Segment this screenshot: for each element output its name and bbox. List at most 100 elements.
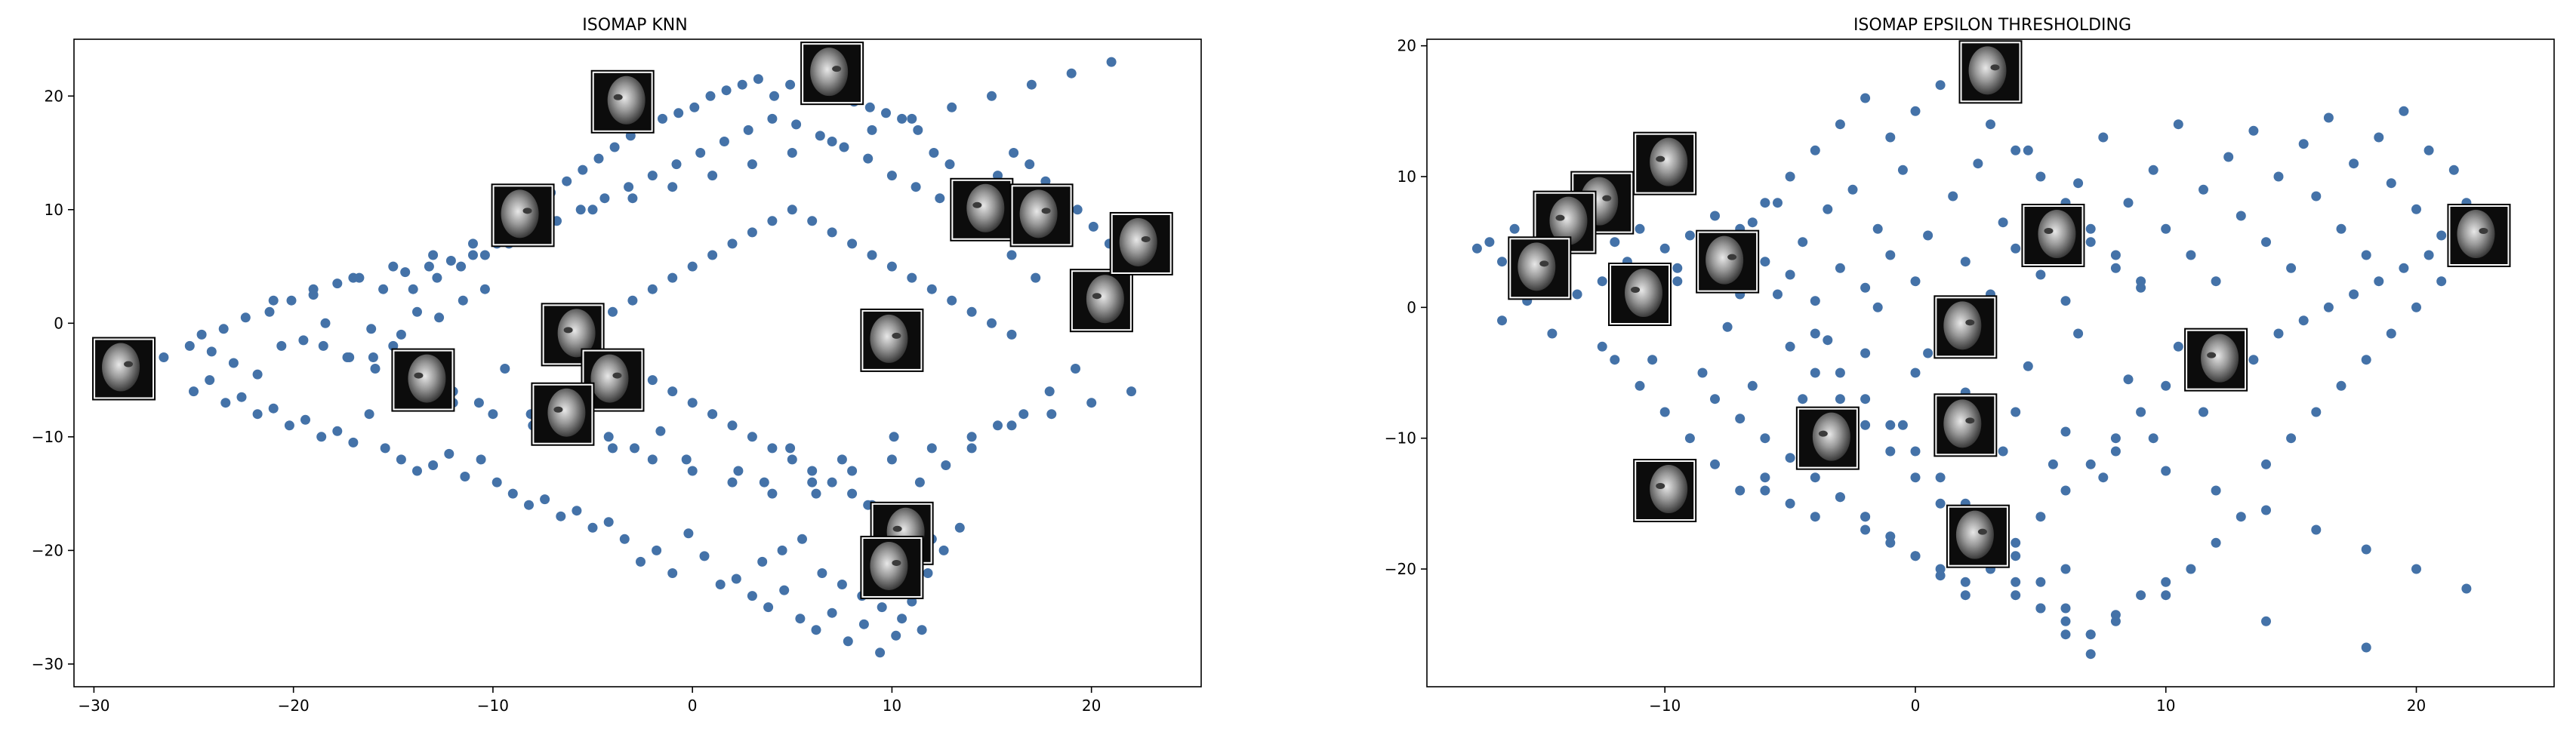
scatter-point	[366, 324, 377, 334]
scatter-point	[2098, 132, 2109, 143]
scatter-point	[2273, 171, 2284, 182]
scatter-point	[2048, 459, 2058, 469]
scatter-point	[1773, 198, 1783, 208]
scatter-point	[400, 267, 411, 278]
scatter-point	[1471, 243, 1482, 254]
scatter-point	[947, 295, 957, 306]
scatter-point	[488, 409, 498, 420]
scatter-point	[1126, 386, 1136, 397]
scatter-point	[320, 318, 331, 328]
scatter-point	[926, 284, 937, 294]
scatter-point	[2211, 537, 2221, 548]
scatter-point	[252, 369, 263, 380]
face-thumbnail-image	[92, 337, 156, 401]
scatter-point	[2448, 165, 2459, 175]
scatter-point	[1006, 250, 1017, 260]
scatter-point	[2161, 466, 2171, 476]
scatter-point	[2173, 119, 2183, 130]
scatter-point	[2085, 223, 2096, 234]
scatter-point	[683, 528, 694, 539]
scatter-point	[1722, 321, 1733, 332]
scatter-point	[236, 392, 247, 402]
scatter-point	[791, 119, 802, 130]
scatter-point	[408, 284, 418, 294]
scatter-point	[2123, 374, 2134, 385]
scatter-point	[911, 182, 921, 192]
scatter-point	[2286, 433, 2297, 444]
scatter-point	[935, 193, 945, 204]
scatter-point	[2011, 577, 2021, 587]
scatter-point	[1760, 198, 1770, 208]
scatter-point	[479, 284, 490, 294]
scatter-point	[863, 153, 874, 164]
scatter-point	[396, 454, 406, 465]
face-thumbnail-image	[1109, 211, 1173, 275]
scatter-point	[891, 630, 901, 641]
scatter-point	[1072, 205, 1083, 215]
scatter-point	[699, 551, 710, 561]
scatter-point	[556, 511, 566, 521]
scatter-point	[1006, 329, 1017, 340]
scatter-point	[1835, 263, 1845, 273]
scatter-point	[1835, 368, 1845, 378]
scatter-point	[1735, 485, 1746, 496]
scatter-point	[458, 295, 468, 306]
face-thumbnail-image	[1934, 393, 1998, 457]
scatter-point	[2248, 125, 2259, 136]
face-thumbnail-image	[581, 348, 645, 412]
face-thumbnail-image	[1608, 263, 1672, 326]
x-tick-label: 20	[2407, 697, 2426, 715]
scatter-point	[1973, 158, 1983, 169]
scatter-point	[344, 352, 355, 362]
scatter-point	[1860, 394, 1871, 404]
scatter-point	[1935, 80, 1946, 91]
scatter-point	[572, 506, 582, 516]
scatter-point	[847, 488, 858, 499]
scatter-point	[368, 352, 378, 362]
scatter-point	[206, 346, 217, 357]
scatter-point	[1810, 328, 1820, 339]
x-tick-label: −30	[78, 697, 109, 715]
scatter-point	[500, 364, 510, 374]
scatter-point	[1031, 272, 1041, 283]
scatter-point	[767, 216, 778, 226]
scatter-point	[759, 477, 769, 488]
scatter-point	[1547, 328, 1558, 339]
face-thumbnail-image	[1009, 183, 1074, 248]
scatter-point	[1697, 368, 1708, 378]
scatter-point	[1735, 414, 1746, 424]
scatter-point	[524, 500, 534, 510]
scatter-point	[1860, 420, 1871, 430]
scatter-point	[1910, 276, 1921, 287]
y-tick-label: 10	[1397, 168, 1416, 186]
scatter-point	[1785, 171, 1795, 182]
scatter-point	[593, 153, 604, 164]
scatter-point	[747, 227, 757, 238]
scatter-point	[468, 250, 478, 260]
scatter-point	[300, 414, 310, 425]
scatter-point	[587, 205, 598, 215]
scatter-point	[687, 466, 698, 476]
face-thumbnail-image	[2021, 204, 2085, 267]
scatter-point	[2436, 276, 2447, 287]
face-thumbnail-image	[531, 382, 595, 446]
scatter-point	[858, 619, 869, 629]
scatter-point	[1885, 531, 1896, 542]
scatter-point	[1935, 498, 1946, 509]
scatter-point	[2261, 459, 2271, 469]
scatter-point	[897, 614, 907, 624]
scatter-point	[2261, 505, 2271, 515]
scatter-point	[2361, 250, 2371, 260]
scatter-point	[599, 193, 610, 204]
scatter-point	[1998, 446, 2008, 457]
scatter-point	[2023, 361, 2033, 371]
scatter-point	[1860, 524, 1871, 535]
scatter-point	[647, 454, 658, 465]
scatter-point	[370, 364, 381, 374]
y-tick-label: 20	[1397, 37, 1416, 55]
face-thumbnail-image	[491, 183, 555, 248]
scatter-point	[205, 375, 215, 386]
scatter-point	[1597, 276, 1607, 287]
scatter-point	[2060, 426, 2071, 437]
